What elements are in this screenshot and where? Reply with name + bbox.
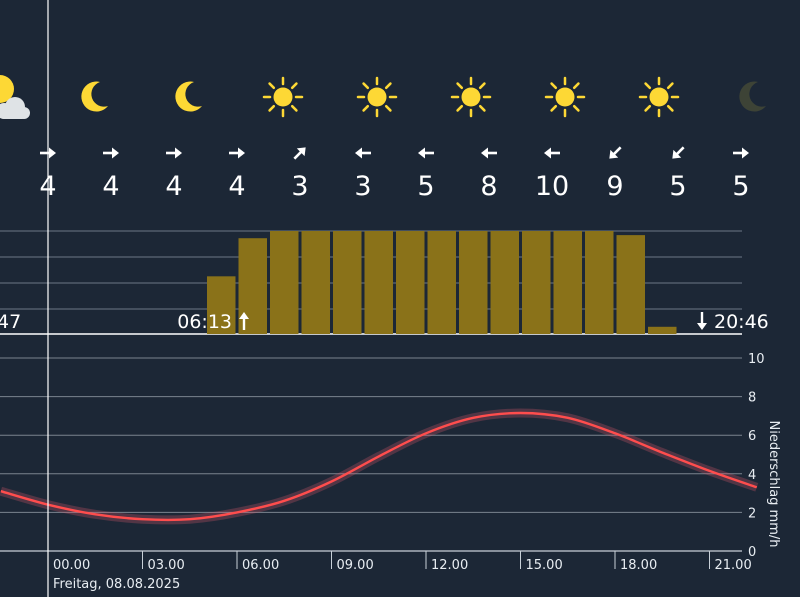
precipitation-tick-label: 0 (748, 545, 756, 560)
sunrise-arrow-icon (239, 312, 249, 330)
sunshine-bar (364, 231, 393, 334)
time-axis: 00.00 03.00 06.00 09.00 12.00 15.00 18.00 21.00 (0, 550, 752, 573)
series-uncertainty-band (0, 408, 759, 525)
wind-arrow-icon (418, 147, 434, 159)
wind-row: 4 4 4 4 3 3 5 8 10 9 5 5 (39, 146, 750, 202)
wind-speed: 4 (165, 171, 182, 202)
sunshine-bar (270, 231, 299, 334)
sunshine-bar (616, 235, 645, 334)
time-tick-label: 18.00 (620, 558, 657, 573)
sunshine-bar (459, 231, 488, 334)
precipitation-panel: 0 2 4 6 8 10 (0, 352, 765, 560)
sunshine-bar (333, 231, 362, 334)
sun-icon (356, 76, 398, 118)
wind-arrow-icon (166, 147, 182, 159)
precipitation-axis-label: Niederschlag mm/h (766, 421, 781, 548)
time-tick-label: 12.00 (431, 558, 468, 573)
wind-speed: 10 (535, 171, 569, 202)
series-line (0, 411, 758, 522)
wind-arrow-icon (733, 147, 749, 159)
sunshine-bar (522, 231, 551, 334)
precipitation-tick-label: 4 (748, 468, 756, 483)
sunshine-bar (585, 231, 614, 334)
wind-arrow-icon (544, 147, 560, 159)
wind-speed: 5 (732, 171, 749, 202)
sunshine-bar (427, 231, 456, 334)
precipitation-tick-label: 6 (748, 429, 756, 444)
wind-arrow-icon (355, 147, 371, 159)
previous-sunset-time: 47 (0, 311, 21, 333)
wind-arrow-icon (229, 147, 245, 159)
time-tick-label: 15.00 (526, 558, 563, 573)
sun-icon (544, 76, 586, 118)
moon-icon (175, 81, 202, 112)
sun-cloud-icon (0, 75, 30, 119)
wind-arrow-icon (672, 146, 685, 159)
sunshine-bar (207, 276, 236, 334)
time-tick-label: 21.00 (715, 558, 752, 573)
sunshine-bar (301, 231, 330, 334)
wind-speed: 3 (291, 171, 308, 202)
sun-icon (638, 76, 680, 118)
sunset-time: 20:46 (714, 311, 769, 333)
sunrise-time: 06:13 (177, 311, 232, 333)
wind-arrow-icon (103, 147, 119, 159)
wind-speed: 8 (480, 171, 497, 202)
wind-speed: 5 (669, 171, 686, 202)
moon-icon (81, 81, 108, 112)
time-tick-label: 00.00 (53, 558, 90, 573)
wind-speed: 5 (417, 171, 434, 202)
sunset-arrow-icon (697, 312, 707, 330)
wind-arrow-icon (293, 147, 306, 160)
sun-icon (262, 76, 304, 118)
sun-icon (450, 76, 492, 118)
wind-arrow-icon (609, 146, 622, 159)
sunshine-bar (490, 231, 519, 334)
moon-icon (739, 81, 766, 112)
sunshine-bar (396, 231, 425, 334)
precipitation-tick-label: 8 (748, 391, 756, 406)
sunshine-bar (648, 326, 677, 334)
wind-arrow-icon (481, 147, 497, 159)
precipitation-tick-label: 10 (748, 352, 765, 367)
wind-speed: 3 (354, 171, 371, 202)
wind-speed: 9 (606, 171, 623, 202)
wind-speed: 4 (228, 171, 245, 202)
sunshine-bar (553, 231, 582, 334)
time-tick-label: 09.00 (337, 558, 374, 573)
weather-icons-row (0, 75, 766, 119)
time-tick-label: 03.00 (148, 558, 185, 573)
precipitation-tick-label: 2 (748, 506, 756, 521)
date-label: Freitag, 08.08.2025 (53, 577, 180, 592)
sunshine-bar (238, 238, 267, 334)
sunshine-panel (0, 230, 742, 335)
time-tick-label: 06.00 (242, 558, 279, 573)
wind-speed: 4 (102, 171, 119, 202)
